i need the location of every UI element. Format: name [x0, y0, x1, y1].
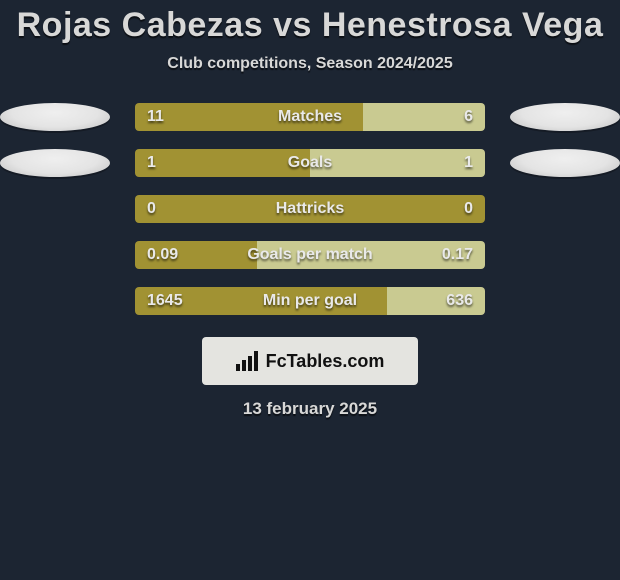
- player-avatar-left: [0, 149, 110, 177]
- stat-bar-right: [257, 241, 485, 269]
- stat-bar-track: [135, 195, 485, 223]
- stat-row: Goals per match0.090.17: [30, 241, 590, 269]
- stat-bar-right: [310, 149, 485, 177]
- stat-bar-track: [135, 149, 485, 177]
- stat-row: Min per goal1645636: [30, 287, 590, 315]
- stat-bar-right: [363, 103, 485, 131]
- page-title: Rojas Cabezas vs Henestrosa Vega: [0, 6, 620, 45]
- stat-row: Hattricks00: [30, 195, 590, 223]
- stat-bar-left: [135, 241, 257, 269]
- player-avatar-right: [510, 103, 620, 131]
- stat-row: Matches116: [30, 103, 590, 131]
- stat-bar-right: [387, 287, 485, 315]
- stat-bar-track: [135, 287, 485, 315]
- attribution-text: FcTables.com: [266, 351, 385, 372]
- stat-row: Goals11: [30, 149, 590, 177]
- stat-bar-track: [135, 103, 485, 131]
- snapshot-date: 13 february 2025: [0, 399, 620, 419]
- player-avatar-right: [510, 149, 620, 177]
- player-avatar-left: [0, 103, 110, 131]
- bar-chart-icon: [236, 351, 260, 371]
- stat-bar-left: [135, 149, 310, 177]
- page-subtitle: Club competitions, Season 2024/2025: [0, 55, 620, 73]
- attribution-badge: FcTables.com: [202, 337, 418, 385]
- stat-bar-left: [135, 103, 363, 131]
- stat-bar-track: [135, 241, 485, 269]
- comparison-rows: Matches116 Goals11 Hattricks00 Goals per ma…: [0, 103, 620, 315]
- stat-bar-left: [135, 287, 387, 315]
